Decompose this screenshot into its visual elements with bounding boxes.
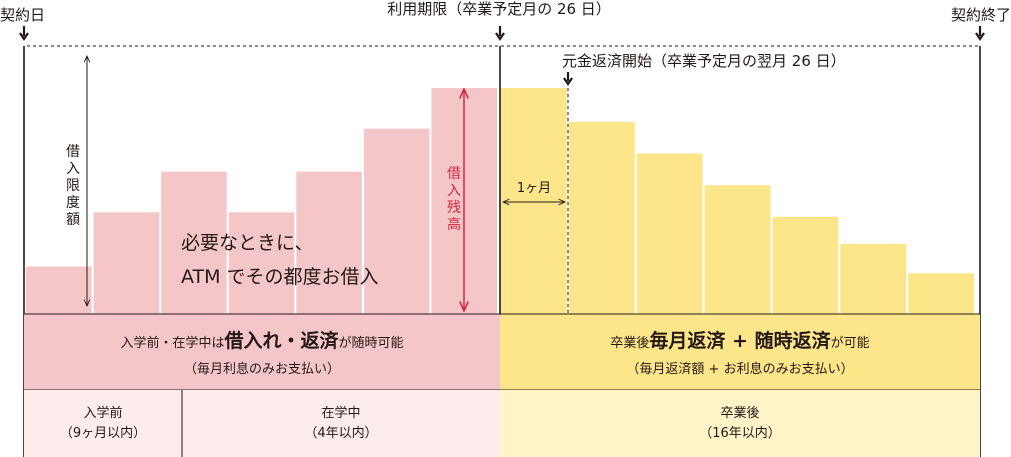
period-name: 卒業後 xyxy=(720,405,759,421)
down-arrow-icon xyxy=(975,26,985,41)
one-month-label: 1ヶ月 xyxy=(517,181,551,196)
study-band-bold: 借入れ・返済 xyxy=(223,329,339,352)
down-arrow-icon xyxy=(19,26,29,41)
contract-end-marker: 契約終了 xyxy=(951,6,1011,41)
credit-limit-char: 借入限度額 xyxy=(66,144,80,228)
period-name: 在学中 xyxy=(321,405,360,421)
repay-bar xyxy=(501,88,567,314)
graduate-band xyxy=(500,314,980,390)
period-duration: （16年以内） xyxy=(699,425,781,441)
study-band-suffix: が随時可能 xyxy=(339,336,404,351)
contract-end-label: 契約終了 xyxy=(951,6,1011,24)
bar-group xyxy=(26,88,974,315)
repay-bar xyxy=(568,121,635,315)
study-band-title: 入学前・在学中は借入れ・返済が随時可能 xyxy=(120,329,403,352)
repay-bar xyxy=(840,243,907,314)
credit-limit-label: 借入限度額 xyxy=(66,144,80,228)
borrow-bar xyxy=(296,171,362,314)
graduate-band-suffix: が可能 xyxy=(831,336,870,351)
borrow-bar xyxy=(26,266,92,314)
period-name: 入学前 xyxy=(83,405,122,421)
graduate-band-bold: 毎月返済 + 随時返済 xyxy=(649,329,831,352)
period-cell-graduate xyxy=(500,390,980,457)
borrow-deadline-marker: 利用期限（卒業予定月の 26 日） xyxy=(387,0,611,41)
repay-bar xyxy=(908,273,974,314)
graduate-band-sub: （毎月返済額 + お利息のみお支払い） xyxy=(626,361,853,377)
period-duration: （4年以内） xyxy=(304,425,377,441)
note-line-1: 必要なときに、 xyxy=(181,232,313,254)
note-line-2: ATM でその都度お借入 xyxy=(181,266,379,288)
period-cell-pre-enrollment xyxy=(24,390,182,457)
down-arrow-icon xyxy=(563,72,573,86)
borrow-bar xyxy=(228,212,295,314)
repay-start-marker: 元金返済開始（卒業予定月の翌月 26 日） xyxy=(562,52,846,86)
down-arrow-icon xyxy=(495,26,505,41)
contract-start-label: 契約日 xyxy=(0,6,45,24)
study-band xyxy=(24,314,500,390)
graduate-band-prefix: 卒業後 xyxy=(610,335,649,351)
repay-start-label: 元金返済開始（卒業予定月の翌月 26 日） xyxy=(562,52,846,70)
borrow-bar xyxy=(93,212,160,314)
period-cell-enrolled xyxy=(182,390,500,457)
borrow-bar xyxy=(363,128,430,314)
borrow-deadline-label: 利用期限（卒業予定月の 26 日） xyxy=(387,0,611,18)
graduate-band-title: 卒業後毎月返済 + 随時返済が可能 xyxy=(610,329,869,352)
repay-bar xyxy=(636,153,703,314)
study-band-sub: （毎月利息のみお支払い） xyxy=(184,361,340,377)
borrow-bar xyxy=(161,171,227,314)
study-band-prefix: 入学前・在学中は xyxy=(120,335,224,351)
repay-bar xyxy=(704,185,771,314)
repay-bar xyxy=(772,216,839,314)
balance-label: 借入残高 xyxy=(447,166,461,233)
period-duration: （9ヶ月以内） xyxy=(60,425,146,441)
contract-start-marker: 契約日 xyxy=(0,6,45,41)
